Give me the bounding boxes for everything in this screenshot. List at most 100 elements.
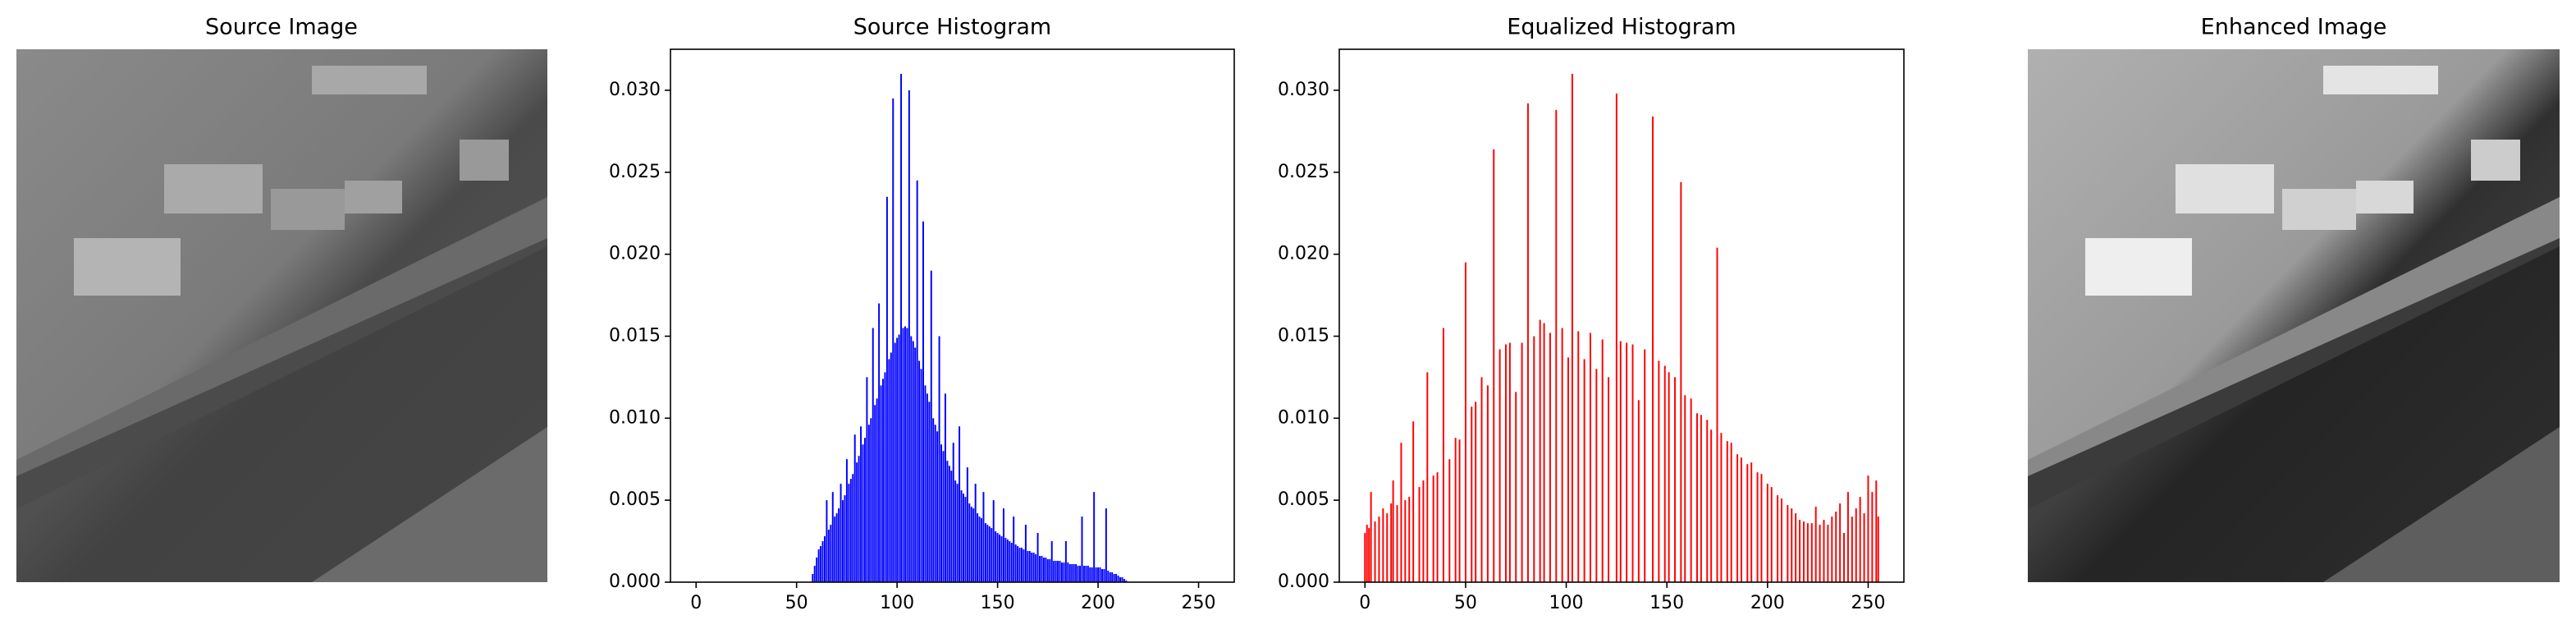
bar [1117,576,1119,582]
bar [1426,372,1429,582]
bar [1471,406,1473,582]
bar [1806,523,1809,582]
bar [1079,566,1082,582]
bar [1036,533,1039,582]
bar [1408,497,1411,582]
bar [934,425,936,582]
bar [1035,554,1037,582]
bar [890,352,892,582]
bar [1119,577,1121,582]
bar [1637,400,1640,582]
bar [1442,328,1444,582]
y-tick-label: 0.020 [609,244,661,264]
bar [908,90,910,582]
bar [896,337,899,582]
x-tick-label: 0 [1359,593,1370,613]
bar [1680,181,1682,582]
bar [1839,503,1842,582]
bar [1493,149,1495,582]
bar [1368,528,1370,582]
bar [834,516,836,582]
bar [885,196,888,582]
bar [1619,341,1622,582]
bar [1071,564,1073,582]
bar [991,528,993,582]
y-tick-label: 0.005 [1278,489,1329,510]
bar [1050,541,1053,582]
bar [1756,472,1759,582]
bar [1123,579,1125,582]
bar [1095,567,1097,582]
bar [1823,520,1825,582]
bar [1013,516,1015,582]
bar [845,459,848,582]
bar [1061,562,1063,582]
x-tick-label: 250 [1851,593,1885,613]
bar [972,508,975,582]
bar [1631,344,1634,582]
bar [1736,454,1739,582]
bar [1561,328,1563,582]
axes-frame [1338,48,1905,583]
bar [978,516,981,582]
bar [966,467,968,582]
bar [964,497,967,582]
bar [1543,323,1545,582]
bar [848,484,850,582]
bar [1370,492,1372,582]
bar [1777,495,1779,582]
bar [1093,492,1096,582]
bar [1684,395,1686,582]
bar [898,334,900,582]
y-tick-label: 0.030 [609,80,661,100]
x-tick-label: 100 [1549,593,1584,613]
bar [1663,365,1666,582]
bar [974,484,977,582]
bar [916,180,918,582]
y-tick-label: 0.030 [1278,80,1329,100]
bar [1710,429,1713,582]
bar [1111,572,1114,582]
bar [942,451,945,582]
bar [1366,525,1368,582]
bar [1125,581,1128,582]
bar [1458,439,1461,582]
bar [826,500,828,582]
bar [1498,349,1501,582]
bar [954,480,957,582]
bar [1097,567,1100,582]
bar [1863,513,1865,582]
bar [1053,561,1055,582]
bar [1100,569,1103,582]
bar [1608,377,1610,582]
bar [872,328,874,582]
bar [1601,339,1604,582]
bar [831,492,834,582]
bar [827,530,830,582]
bar [1436,472,1439,582]
bar [1555,109,1558,582]
bar [888,359,890,582]
bar [995,531,997,582]
bar [984,523,986,582]
bar [1121,577,1123,582]
bar [876,398,878,582]
bar [1454,438,1457,582]
y-tick-label: 0.000 [1278,571,1329,592]
bar [1418,487,1421,582]
bar [1382,508,1384,582]
bar [1077,566,1079,582]
axes-frame [670,48,1235,583]
bar [1674,377,1676,582]
bar [1041,556,1043,582]
bar [1730,443,1732,582]
bar [1867,475,1869,582]
bar [959,426,961,582]
bar [906,328,908,582]
bar [1795,513,1797,582]
bar [1615,93,1617,582]
bar [1571,73,1573,582]
bar [842,500,844,582]
bar [1010,543,1013,582]
image-title: Source Image [205,15,358,40]
